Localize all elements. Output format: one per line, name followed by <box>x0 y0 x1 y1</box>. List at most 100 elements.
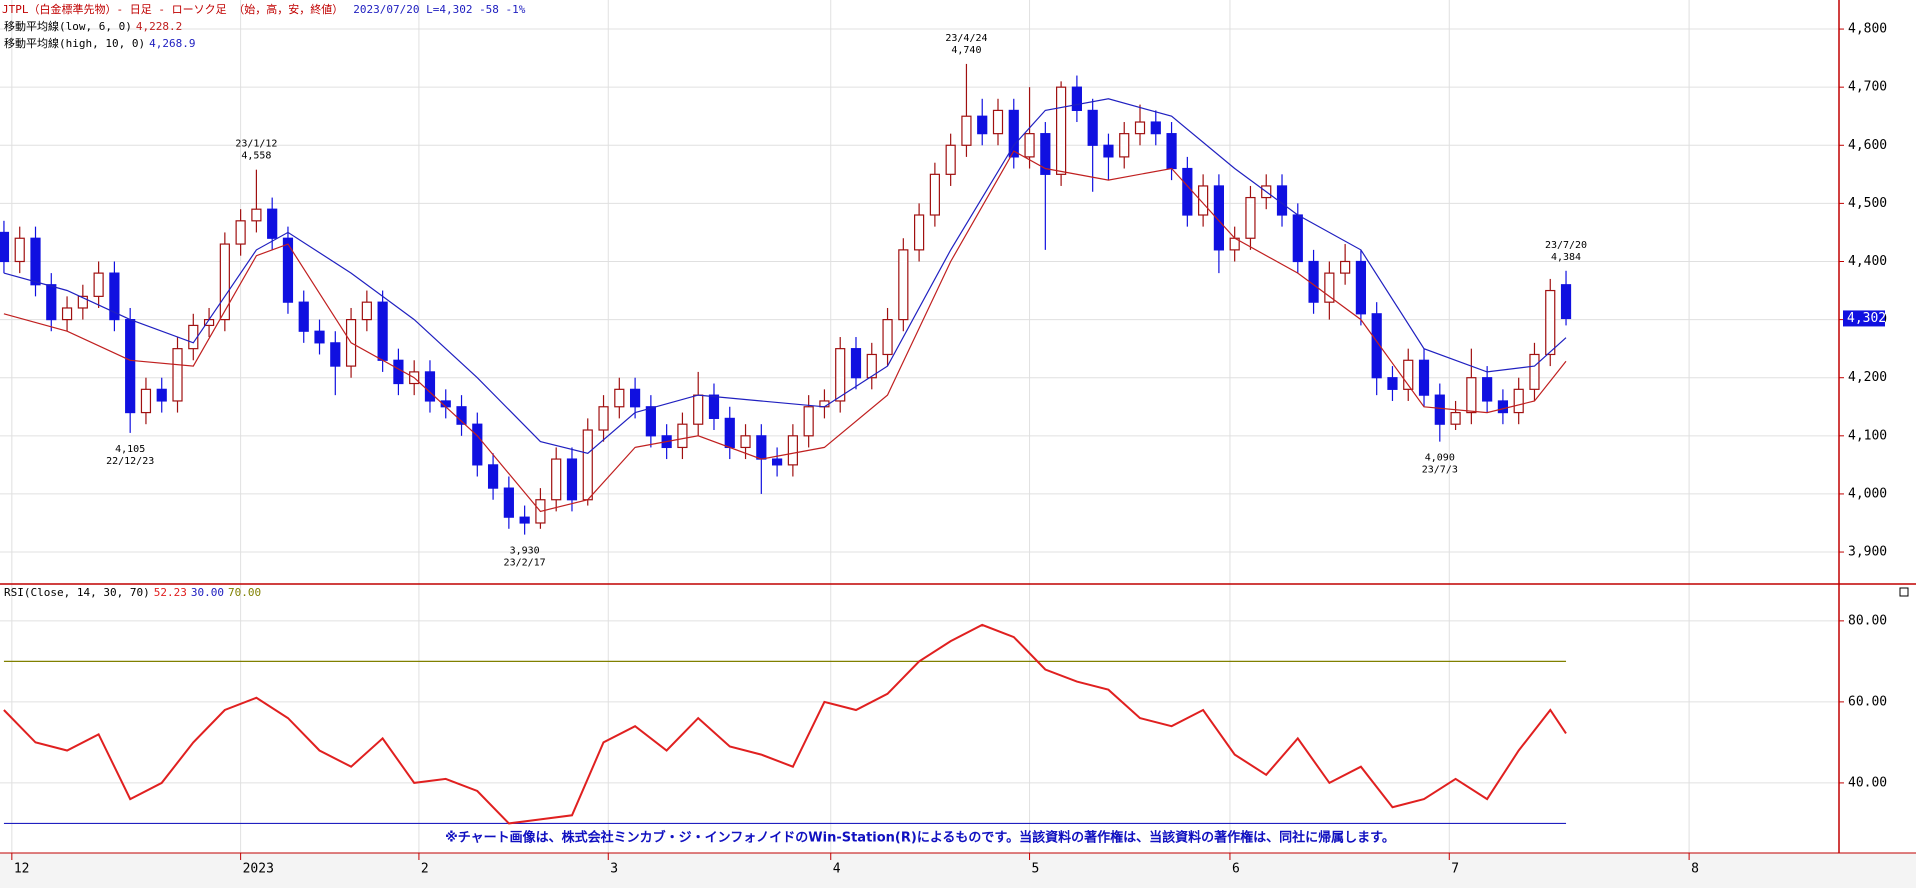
candle-body <box>992 109 1004 135</box>
candle-body <box>882 319 893 356</box>
x-tick-label: 7 <box>1451 862 1459 877</box>
candle-body <box>1134 121 1146 135</box>
candle-body <box>961 115 972 146</box>
subtitle: 2023/07/20 L=4,302 -58 -1% <box>353 3 526 16</box>
legend-value: 30.00 <box>191 586 224 599</box>
candle-body <box>188 324 199 350</box>
legend-value: 4,268.9 <box>149 37 195 50</box>
candle-body <box>472 423 483 466</box>
y-tick-label: 4,200 <box>1848 370 1887 385</box>
copyright-note: ※チャート画像は、株式会社ミンカブ・ジ・インフォノイドのWin-Station(… <box>445 830 1395 846</box>
candle-body <box>1087 109 1098 146</box>
last-price-label: 4,302 <box>1847 311 1886 326</box>
candle-body <box>1340 260 1351 274</box>
candle-body <box>125 319 136 414</box>
candle-body <box>1024 133 1035 158</box>
candle-body <box>77 295 88 309</box>
y-tick-label: 40.00 <box>1848 775 1887 790</box>
candle-body <box>314 330 325 344</box>
moving-average-line <box>3 150 1567 513</box>
candle-body <box>645 406 656 437</box>
candle-body <box>298 301 309 332</box>
last-price-tag <box>1843 310 1885 327</box>
y-tick-label: 4,400 <box>1848 254 1887 269</box>
y-tick-label: 4,800 <box>1848 22 1887 37</box>
candle-body <box>771 458 783 466</box>
y-tick-label: 3,900 <box>1848 545 1887 560</box>
y-tick-label: 4,600 <box>1848 138 1887 153</box>
annotation: 23/1/12 <box>235 139 277 150</box>
candle-body <box>1071 86 1082 112</box>
candle-body <box>1482 377 1493 402</box>
annotation: 4,105 <box>115 444 145 455</box>
candle-body <box>1560 284 1572 320</box>
time-axis-strip <box>0 853 1916 888</box>
y-tick-label: 4,000 <box>1848 486 1887 501</box>
annotation: 4,384 <box>1551 252 1581 263</box>
y-tick-label: 4,500 <box>1848 196 1887 211</box>
candle-body <box>361 301 372 321</box>
candle-body <box>330 342 341 367</box>
candle-body <box>977 115 988 135</box>
candle-body <box>898 249 909 321</box>
candle-body <box>1213 185 1224 251</box>
candle-body <box>519 516 530 524</box>
x-tick-label: 3 <box>610 862 618 877</box>
candle-body <box>629 388 641 408</box>
candle-body <box>724 417 735 449</box>
annotation: 23/7/3 <box>1422 465 1458 476</box>
candle-body <box>787 435 798 466</box>
moving-average-line <box>3 98 1567 454</box>
candle-body <box>235 220 246 245</box>
candle-body <box>156 388 167 402</box>
annotation: 4,558 <box>241 151 271 162</box>
annotation: 23/7/20 <box>1545 240 1587 251</box>
candle-body <box>393 359 404 385</box>
candle-body <box>708 394 720 419</box>
legend-value: 4,228.2 <box>136 20 182 33</box>
candle-body <box>14 237 25 263</box>
candle-body <box>566 458 578 501</box>
ma-legend: 移動平均線(high, 10, 0) 4,268.9 <box>4 36 195 50</box>
annotation: 22/12/23 <box>106 456 154 467</box>
candle-body <box>693 394 704 425</box>
annotation: 23/2/17 <box>504 558 546 569</box>
candle-body <box>914 214 925 251</box>
x-tick-label: 6 <box>1232 862 1240 877</box>
candle-body <box>61 307 73 321</box>
candle-body <box>1497 400 1509 414</box>
candle-body <box>487 464 499 489</box>
rsi-legend: RSI(Close, 14, 30, 70) 52.23 30.00 70.00 <box>4 586 261 599</box>
annotation: 23/4/24 <box>945 33 987 44</box>
candle-body <box>109 272 120 321</box>
annotation: 4,740 <box>951 45 981 56</box>
legend-value: 52.23 <box>154 586 187 599</box>
candle-body <box>251 208 262 222</box>
x-tick-label: 4 <box>833 862 841 877</box>
candle-body <box>598 406 609 431</box>
candle-body <box>835 348 846 402</box>
candle-body <box>456 406 467 425</box>
rsi-line <box>3 623 1567 825</box>
candle-body <box>1103 144 1114 158</box>
candle-body <box>267 208 278 239</box>
candle-body <box>1434 394 1445 425</box>
candle-body <box>1182 167 1193 216</box>
candle-body <box>1545 289 1556 356</box>
plot <box>0 63 1572 825</box>
y-tick-label: 4,100 <box>1848 428 1887 443</box>
close-icon[interactable] <box>1899 587 1909 597</box>
candle-body <box>1324 272 1335 303</box>
candle-body <box>1056 86 1067 175</box>
legend-name: 移動平均線(high, 10, 0) <box>4 36 145 50</box>
x-tick-label: 8 <box>1691 862 1699 877</box>
ma-legend: 移動平均線(low, 6, 0) 4,228.2 <box>4 19 182 33</box>
y-tick-label: 60.00 <box>1848 694 1887 709</box>
candle-body <box>1198 185 1209 216</box>
candle-body <box>1355 260 1367 315</box>
candle-body <box>1245 196 1256 239</box>
candle-body <box>503 487 514 518</box>
candle-body <box>740 435 751 449</box>
y-tick-label: 4,700 <box>1848 80 1887 95</box>
